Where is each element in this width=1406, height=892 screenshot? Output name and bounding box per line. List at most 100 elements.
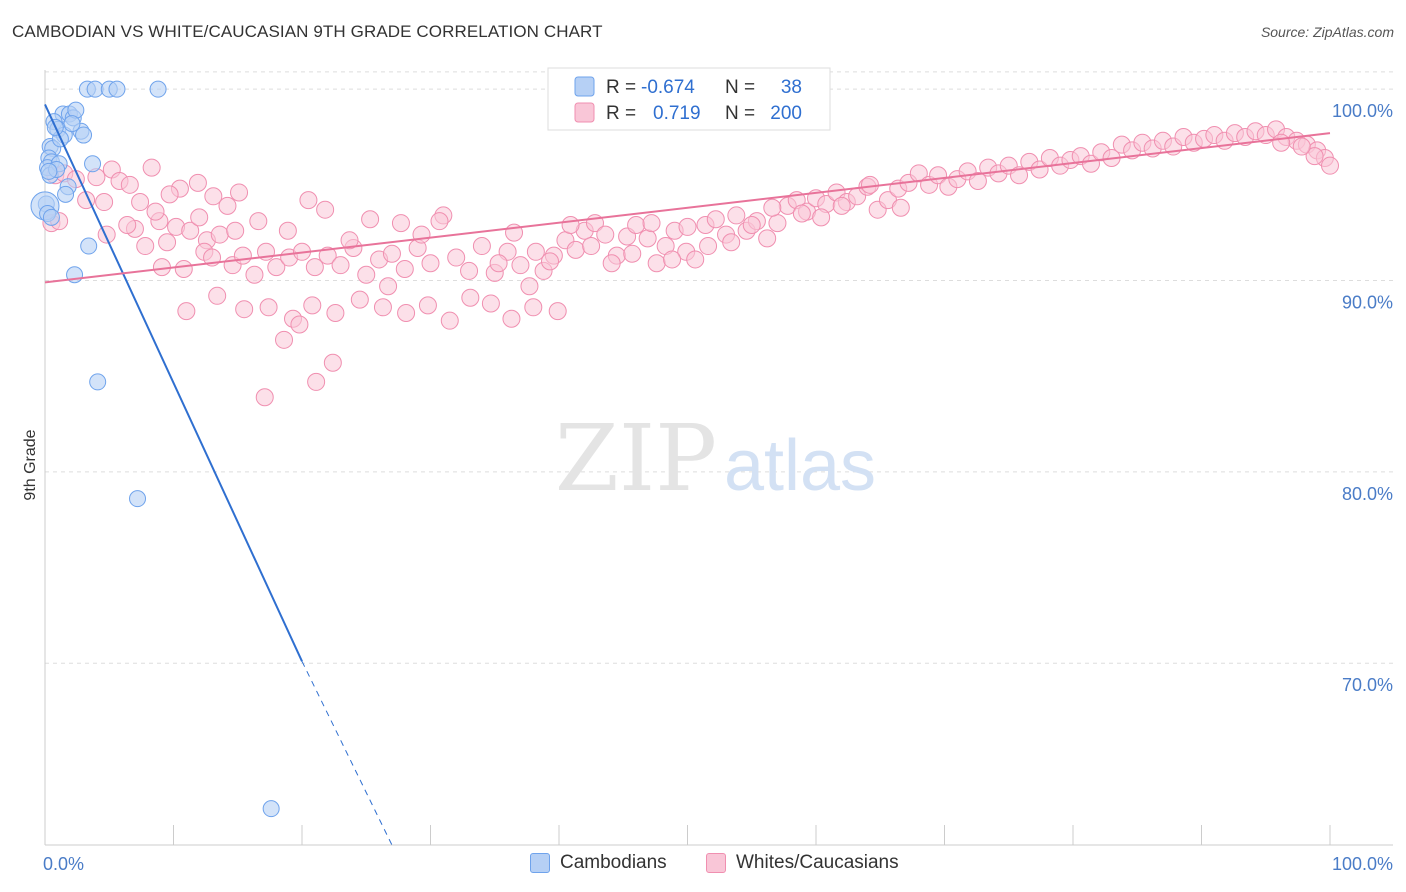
point-whites-160 [763, 198, 782, 217]
y-tick-label-2: 90.0% [1342, 292, 1393, 312]
point-whites-153 [1292, 137, 1311, 156]
point-whites-183 [278, 221, 297, 240]
point-whites-158 [812, 208, 831, 227]
bottom-legend-whites: Whites/Caucasians [706, 852, 899, 874]
chart-title: CAMBODIAN VS WHITE/CAUCASIAN 9TH GRADE C… [12, 22, 603, 41]
point-whites-82 [627, 216, 646, 234]
point-whites-57 [350, 290, 369, 309]
point-whites-64 [502, 309, 521, 328]
point-whites-152 [1305, 147, 1324, 166]
point-whites-63 [481, 294, 500, 313]
point-whites-164 [678, 217, 697, 236]
point-whites-181 [316, 200, 335, 219]
point-whites-168 [602, 254, 621, 273]
point-whites-66 [548, 302, 567, 321]
point-cambodians-34 [262, 800, 280, 818]
point-whites-58 [373, 298, 392, 317]
point-whites-92 [727, 206, 746, 225]
point-whites-96 [768, 214, 787, 233]
legend-n-value-cambodians: 38 [781, 77, 802, 98]
point-whites-50 [177, 302, 196, 321]
point-whites-165 [663, 250, 682, 269]
point-whites-9 [120, 175, 139, 194]
point-whites-35 [331, 256, 350, 275]
point-whites-162 [722, 233, 741, 252]
point-whites-71 [255, 388, 274, 407]
point-whites-116 [968, 171, 987, 190]
point-whites-151 [1321, 156, 1339, 175]
legend-n-value-whites: 200 [770, 103, 802, 124]
point-whites-178 [379, 277, 398, 296]
legend-r-value-whites: 0.719 [653, 103, 701, 124]
point-cambodians-29 [42, 208, 60, 226]
trend-line-cambodians [44, 104, 303, 662]
point-whites-28 [245, 265, 264, 284]
point-whites-39 [382, 244, 401, 263]
legend-n-label-whites: N = [725, 103, 755, 124]
bottom-legend: Cambodians Whites/Caucasians [0, 852, 1406, 878]
point-whites-61 [440, 311, 459, 330]
legend-r-label-whites: R = [606, 103, 636, 124]
series-cambodians-points [30, 80, 280, 818]
point-whites-42 [421, 254, 440, 273]
point-whites-179 [361, 210, 380, 229]
legend-box [547, 67, 831, 131]
watermark-atlas: atlas [724, 426, 876, 506]
y-tick-label-1: 80.0% [1342, 484, 1393, 504]
point-whites-70 [307, 372, 326, 391]
legend-r-label-cambodians: R = [606, 77, 636, 98]
point-whites-180 [340, 231, 359, 250]
point-whites-45 [460, 261, 479, 280]
series-whites-points [42, 120, 1339, 407]
legend-swatch-whites [574, 102, 595, 123]
point-whites-120 [1010, 166, 1029, 185]
point-whites-52 [235, 300, 254, 319]
point-whites-8 [95, 193, 114, 212]
point-whites-185 [230, 183, 249, 202]
point-whites-157 [832, 196, 851, 215]
axes [44, 70, 1393, 846]
point-whites-11 [142, 158, 161, 177]
point-whites-95 [758, 229, 777, 248]
point-whites-177 [391, 214, 410, 233]
trend-line-whites [44, 132, 1331, 284]
point-whites-30 [267, 258, 286, 277]
point-whites-154 [1272, 133, 1291, 152]
point-whites-33 [305, 258, 324, 277]
y-axis-label: 9th Grade [22, 429, 39, 500]
point-whites-21 [226, 221, 245, 240]
point-whites-172 [520, 277, 539, 296]
point-whites-60 [418, 296, 437, 315]
bottom-legend-swatch-whites [706, 853, 726, 873]
legend-swatch-cambodians [574, 76, 595, 97]
point-whites-166 [642, 214, 661, 233]
point-whites-169 [582, 237, 601, 256]
point-whites-191 [136, 237, 155, 256]
point-whites-122 [1030, 160, 1049, 179]
point-whites-163 [699, 237, 718, 256]
point-whites-44 [447, 248, 466, 267]
legend-r-value-cambodians: -0.674 [641, 77, 695, 98]
chart-source: Source: ZipAtlas.com [1260, 24, 1394, 40]
point-cambodians-4 [149, 80, 167, 98]
point-whites-84 [647, 254, 666, 273]
point-whites-17 [190, 208, 209, 227]
point-whites-159 [792, 204, 811, 223]
bottom-legend-label-whites: Whites/Caucasians [736, 852, 899, 873]
watermark-zip: ZIP [555, 405, 717, 512]
point-whites-192 [118, 216, 137, 234]
point-whites-76 [566, 240, 585, 259]
point-whites-10 [131, 193, 150, 212]
point-whites-72 [526, 242, 545, 261]
point-whites-56 [326, 304, 345, 323]
point-whites-49 [511, 256, 530, 275]
grid-lines [45, 71, 1393, 664]
watermark: ZIP atlas [555, 405, 876, 512]
x-tick-label-0: 0.0% [43, 854, 84, 874]
point-whites-34 [318, 246, 337, 265]
point-whites-16 [181, 221, 200, 240]
tick-labels: 70.0% 80.0% 90.0% 100.0% 0.0% 100.0% [43, 101, 1393, 874]
point-cambodians-3 [108, 80, 126, 98]
point-whites-193 [97, 225, 116, 244]
legend-n-label-cambodians: N = [725, 77, 755, 98]
